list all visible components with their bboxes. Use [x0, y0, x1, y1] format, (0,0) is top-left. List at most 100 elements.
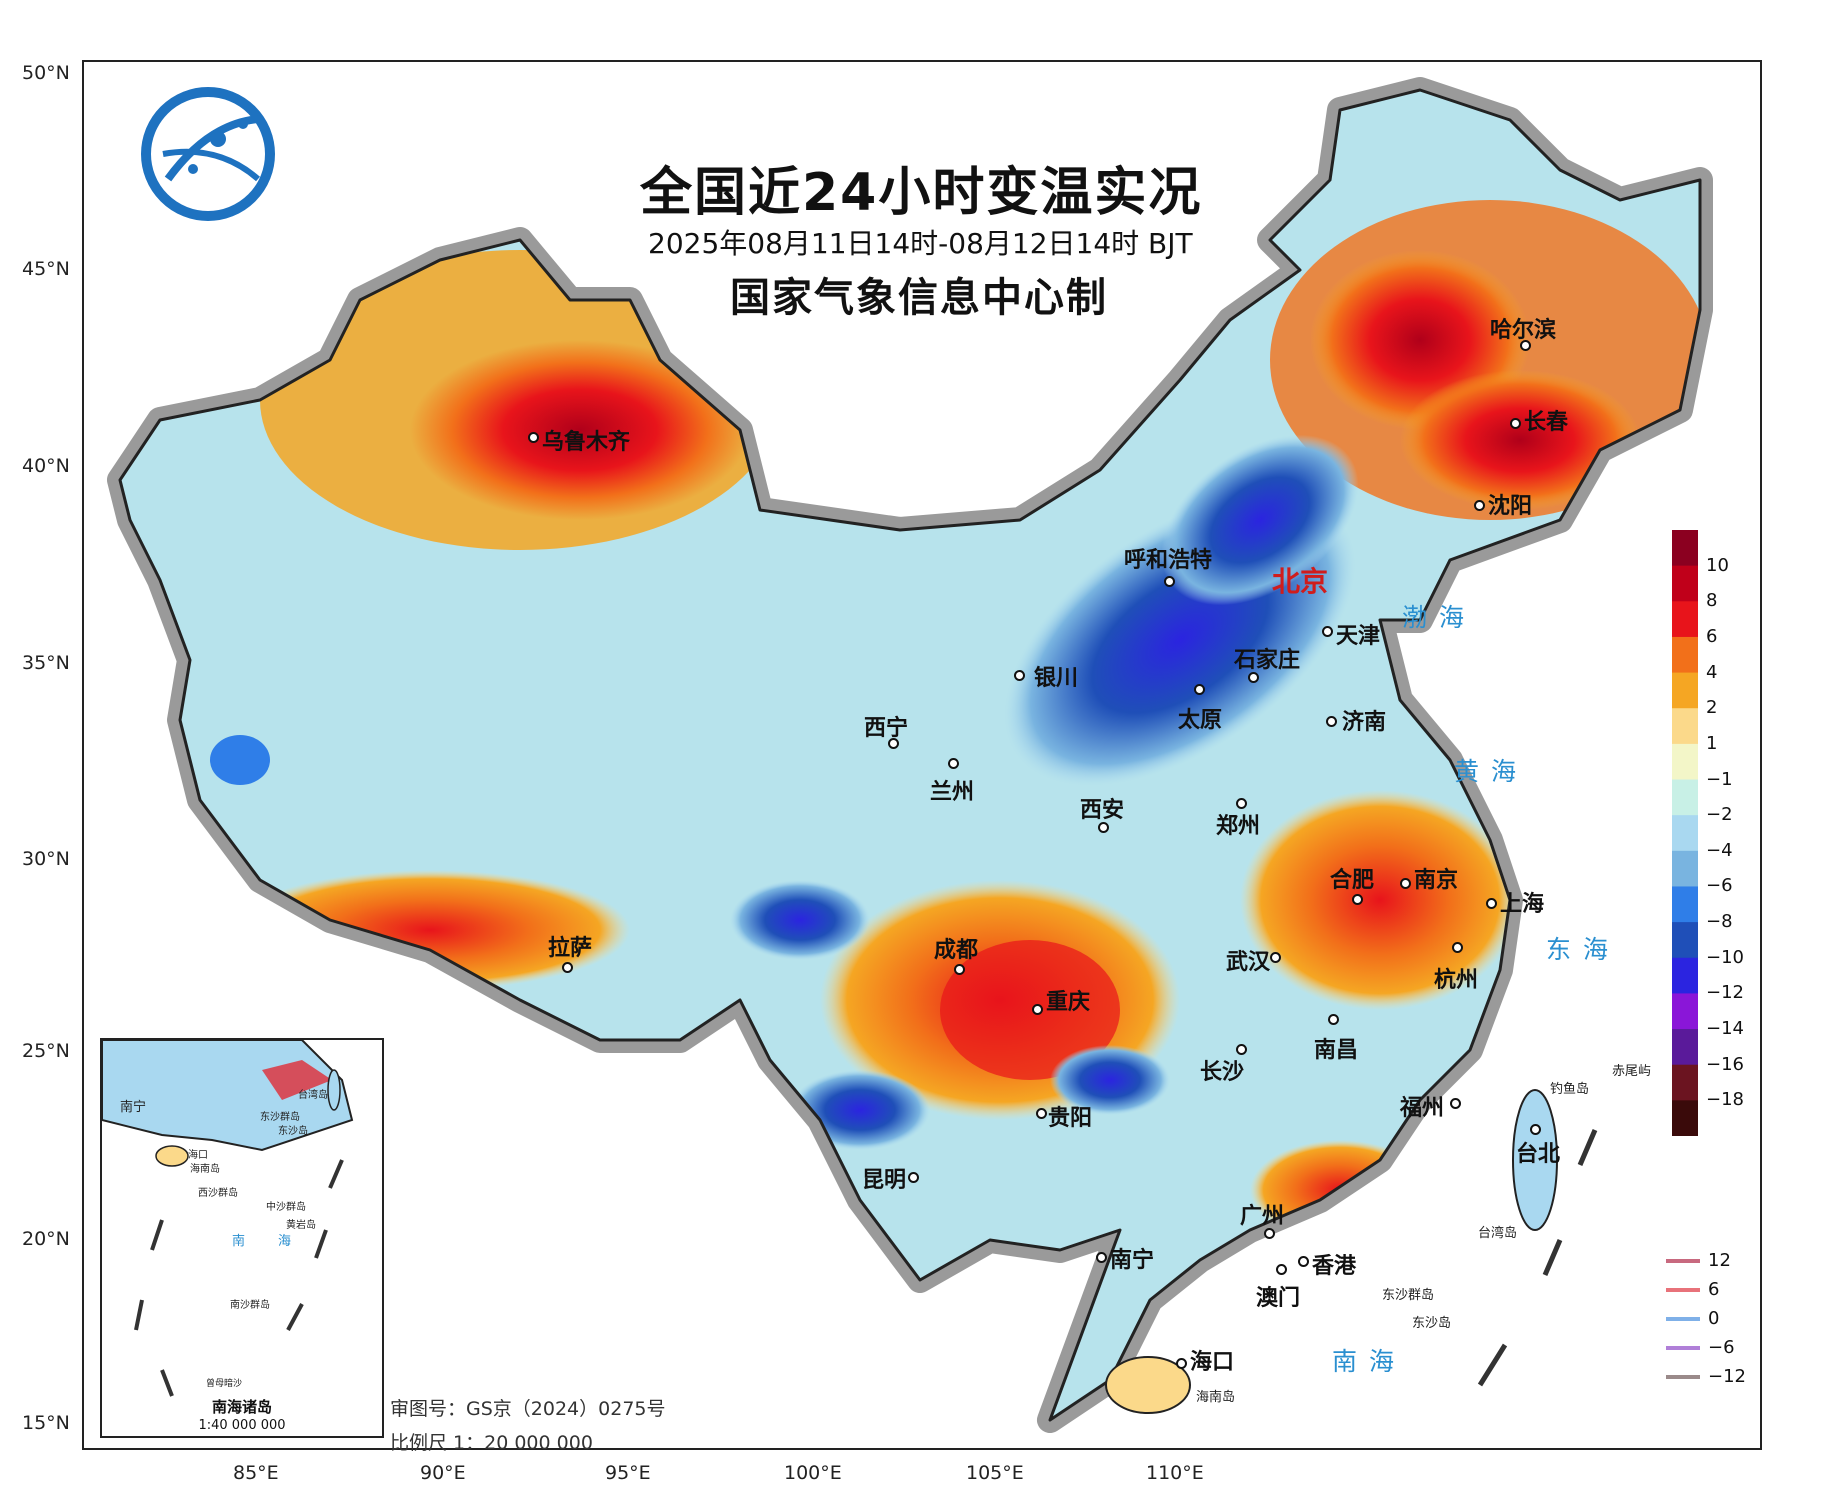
lon-label-110: 110°E [1146, 1462, 1204, 1484]
line-legend-label-12: 12 [1708, 1250, 1731, 1271]
line-swatch-neg6 [1666, 1346, 1700, 1350]
city-urumqi: 乌鲁木齐 [542, 430, 631, 455]
city-dot-fuzhou [1450, 1098, 1461, 1109]
city-zhengzhou: 郑州 [1216, 814, 1261, 839]
lat-label-15: 15°N [22, 1412, 70, 1434]
inset-label-zengmu: 曾母暗沙 [206, 1379, 243, 1389]
sea-huanghai: 黄海 [1454, 757, 1529, 786]
sea-nanhai: 南海 [1332, 1347, 1407, 1376]
legend-swatch [1672, 743, 1698, 781]
inset-label-xisha: 西沙群岛 [198, 1188, 238, 1199]
inset-title: 南海诸岛 [211, 1398, 272, 1416]
city-nanning: 南宁 [1110, 1248, 1155, 1273]
city-hefei: 合肥 [1330, 868, 1375, 893]
city-hongkong: 香港 [1312, 1254, 1357, 1279]
lon-label-85: 85°E [233, 1462, 279, 1484]
lon-label-100: 100°E [784, 1462, 842, 1484]
city-wuhan: 武汉 [1226, 950, 1271, 975]
city-hohhot: 呼和浩特 [1124, 548, 1213, 573]
city-macau: 澳门 [1256, 1286, 1301, 1311]
line-swatch-12 [1666, 1259, 1700, 1263]
legend-swatch [1672, 850, 1698, 887]
city-dot-hefei [1352, 894, 1363, 905]
city-taipei: 台北 [1516, 1142, 1561, 1167]
legend-swatch [1672, 672, 1698, 709]
inset-label-nanning: 南宁 [120, 1100, 147, 1115]
inset-label-huangyan: 黄岩岛 [286, 1220, 316, 1231]
city-changchun: 长春 [1524, 410, 1569, 435]
city-dot-zhengzhou [1236, 798, 1247, 809]
city-dot-nanjing [1400, 878, 1411, 889]
inset-label-nan: 南 [232, 1234, 246, 1249]
legend-swatch [1672, 1029, 1698, 1066]
lat-label-35: 35°N [22, 652, 70, 674]
city-dot-harbin [1520, 340, 1531, 351]
line-legend-label-6: 6 [1708, 1279, 1720, 1300]
island-taiwan: 台湾岛 [1478, 1226, 1518, 1241]
city-dot-kunming [908, 1172, 919, 1183]
city-yinchuan: 银川 [1034, 666, 1079, 691]
line-swatch-0 [1666, 1317, 1700, 1321]
legend-swatch [1672, 993, 1698, 1030]
city-dot-lhasa [562, 962, 573, 973]
legend-level-label: 4 [1706, 661, 1718, 683]
legend-level-label: −16 [1706, 1053, 1744, 1075]
lat-label-25: 25°N [22, 1040, 70, 1062]
city-harbin: 哈尔滨 [1490, 318, 1557, 343]
lat-label-20: 20°N [22, 1228, 70, 1250]
line-swatch-neg12 [1666, 1375, 1700, 1379]
city-dot-nanning [1096, 1252, 1107, 1263]
lon-label-95: 95°E [605, 1462, 651, 1484]
inset-map [102, 1040, 354, 1397]
legend-swatch [1672, 530, 1698, 567]
legend-level-label: −2 [1706, 804, 1733, 826]
line-legend-12: 12 [1666, 1250, 1731, 1271]
inset-label-taiwan: 台湾岛 [298, 1090, 328, 1101]
island-dongshadao: 东沙岛 [1412, 1316, 1452, 1331]
color-scale-legend [1672, 530, 1698, 1136]
legend-level-label: 6 [1706, 625, 1718, 647]
city-dot-guangzhou [1264, 1228, 1275, 1239]
city-dot-changsha [1236, 1044, 1247, 1055]
island-dongsha: 东沙群岛 [1382, 1288, 1435, 1303]
city-dot-hangzhou [1452, 942, 1463, 953]
city-shijiazhuang: 石家庄 [1234, 648, 1301, 673]
city-dot-yinchuan [1014, 670, 1025, 681]
legend-level-label: 10 [1706, 554, 1729, 576]
legend-swatch [1672, 601, 1698, 638]
city-hangzhou: 杭州 [1434, 968, 1479, 993]
city-dot-shanghai [1486, 898, 1497, 909]
city-nanchang: 南昌 [1314, 1038, 1359, 1063]
city-guiyang: 贵阳 [1048, 1106, 1093, 1131]
city-changsha: 长沙 [1200, 1060, 1245, 1085]
legend-level-label: −8 [1706, 911, 1733, 933]
inset-label-nansha: 南沙群岛 [230, 1300, 270, 1311]
legend-level-label: −10 [1706, 946, 1744, 968]
inset-label-dongsha: 东沙群岛 [260, 1112, 300, 1123]
city-dot-shenyang [1474, 500, 1485, 511]
sea-bohai: 渤海 [1402, 603, 1477, 632]
island-diaoyudao: 钓鱼岛 [1550, 1082, 1590, 1097]
city-dot-tianjin [1322, 626, 1333, 637]
city-chongqing: 重庆 [1046, 990, 1091, 1015]
legend-level-label: 1 [1706, 732, 1718, 754]
lon-label-105: 105°E [966, 1462, 1024, 1484]
city-dot-lanzhou [948, 758, 959, 769]
city-dot-shijiazhuang [1248, 672, 1259, 683]
city-xining: 西宁 [864, 716, 909, 741]
city-dot-chongqing [1032, 1004, 1043, 1015]
legend-swatch [1672, 886, 1698, 923]
legend-level-label: −12 [1706, 982, 1744, 1004]
inset-label-hai: 海 [278, 1234, 292, 1249]
city-dot-hohhot [1164, 576, 1175, 587]
city-chengdu: 成都 [934, 938, 979, 963]
inset-label-hainan: 海南岛 [190, 1164, 220, 1175]
legend-level-label: −18 [1706, 1089, 1744, 1111]
map-maker: 国家气象信息中心制 [730, 275, 1108, 321]
city-shenyang: 沈阳 [1488, 494, 1533, 519]
city-dot-haikou [1176, 1358, 1187, 1369]
city-beijing: 北京 [1272, 565, 1329, 598]
inset-label-zhongsha: 中沙群岛 [266, 1202, 306, 1213]
line-legend-label-0: 0 [1708, 1308, 1720, 1329]
lat-label-30: 30°N [22, 848, 70, 870]
